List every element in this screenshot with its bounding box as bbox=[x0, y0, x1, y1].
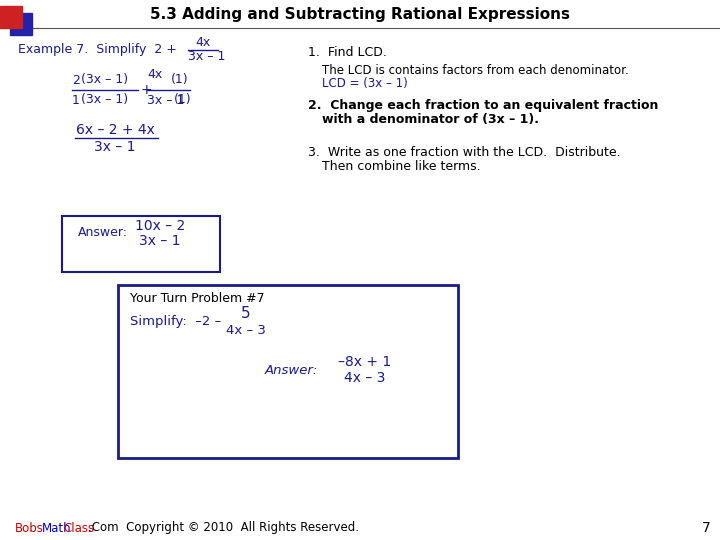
Text: (3x – 1): (3x – 1) bbox=[81, 93, 128, 106]
Text: 4x – 3: 4x – 3 bbox=[226, 323, 266, 336]
Text: Example 7.  Simplify  2 +: Example 7. Simplify 2 + bbox=[18, 44, 177, 57]
Text: Your Turn Problem #7: Your Turn Problem #7 bbox=[130, 292, 265, 305]
Text: .Com  Copyright © 2010  All Rights Reserved.: .Com Copyright © 2010 All Rights Reserve… bbox=[88, 522, 359, 535]
Text: 6x – 2 + 4x: 6x – 2 + 4x bbox=[76, 123, 154, 137]
Text: +: + bbox=[140, 83, 152, 97]
Text: Bobs: Bobs bbox=[15, 522, 44, 535]
Text: Answer:: Answer: bbox=[265, 363, 318, 376]
Bar bbox=[62, 216, 220, 272]
Text: 2: 2 bbox=[72, 73, 80, 86]
Text: 3x – 1: 3x – 1 bbox=[147, 93, 184, 106]
Text: 5.3 Adding and Subtracting Rational Expressions: 5.3 Adding and Subtracting Rational Expr… bbox=[150, 8, 570, 23]
Text: LCD = (3x – 1): LCD = (3x – 1) bbox=[322, 77, 408, 90]
Text: 1: 1 bbox=[72, 93, 80, 106]
Text: 4x: 4x bbox=[195, 37, 210, 50]
Text: 3x – 1: 3x – 1 bbox=[188, 51, 225, 64]
Text: Math: Math bbox=[42, 522, 71, 535]
Text: (3x – 1): (3x – 1) bbox=[81, 73, 128, 86]
Text: 5: 5 bbox=[241, 307, 251, 321]
Text: 3.  Write as one fraction with the LCD.  Distribute.: 3. Write as one fraction with the LCD. D… bbox=[308, 145, 621, 159]
Text: 4x: 4x bbox=[147, 69, 162, 82]
Text: Then combine like terms.: Then combine like terms. bbox=[322, 159, 481, 172]
Bar bbox=[0, 6, 22, 28]
Text: 3x – 1: 3x – 1 bbox=[94, 140, 136, 154]
Text: 7: 7 bbox=[701, 521, 711, 535]
Bar bbox=[118, 285, 458, 458]
Text: The LCD is contains factors from each denominator.: The LCD is contains factors from each de… bbox=[322, 64, 629, 77]
Text: –8x + 1: –8x + 1 bbox=[338, 355, 392, 369]
Text: Answer:: Answer: bbox=[78, 226, 128, 240]
Text: (1): (1) bbox=[174, 93, 192, 106]
Text: 1.  Find LCD.: 1. Find LCD. bbox=[308, 46, 387, 59]
Text: 2.  Change each fraction to an equivalent fraction: 2. Change each fraction to an equivalent… bbox=[308, 98, 658, 111]
Text: 10x – 2: 10x – 2 bbox=[135, 219, 185, 233]
Text: 4x – 3: 4x – 3 bbox=[344, 371, 386, 385]
Bar bbox=[10, 13, 32, 35]
Text: (1): (1) bbox=[171, 73, 189, 86]
Text: Simplify:  –2 –: Simplify: –2 – bbox=[130, 315, 221, 328]
Text: with a denominator of (3x – 1).: with a denominator of (3x – 1). bbox=[322, 112, 539, 125]
Text: 3x – 1: 3x – 1 bbox=[139, 234, 181, 248]
Text: Class: Class bbox=[63, 522, 94, 535]
